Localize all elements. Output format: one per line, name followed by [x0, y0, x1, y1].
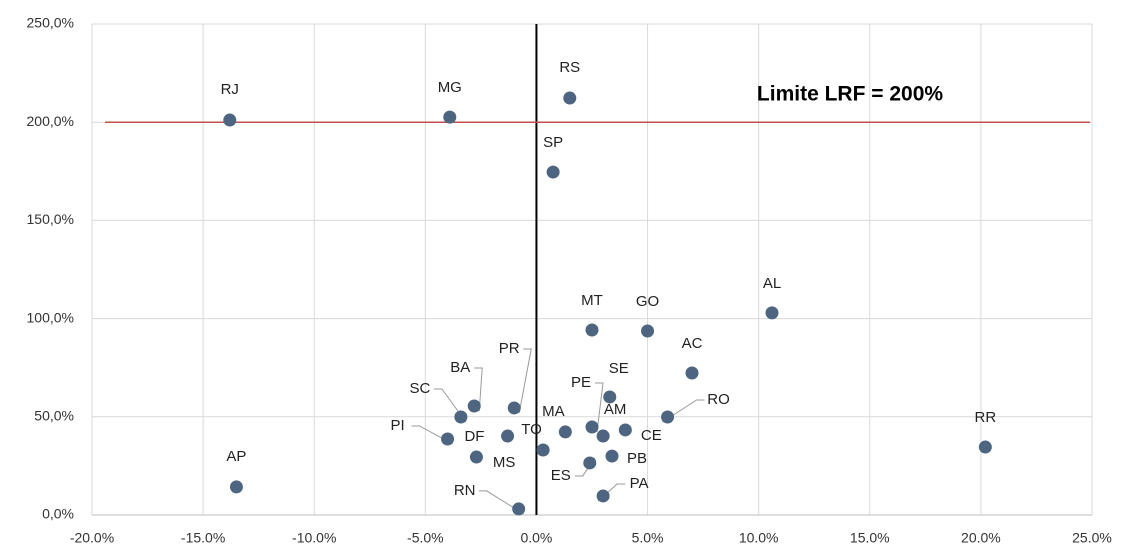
point: [223, 113, 237, 127]
point: [583, 456, 597, 470]
point-label: SP: [543, 134, 563, 151]
point-label: TO: [521, 421, 542, 438]
point-label: PE: [571, 374, 591, 391]
point-label: SE: [609, 360, 629, 377]
point-label: MS: [493, 454, 516, 471]
point-label: PI: [390, 417, 404, 434]
point: [558, 425, 572, 439]
point-label: AM: [604, 401, 627, 418]
point-label: RO: [707, 391, 730, 408]
x-tick-label: 10.0%: [739, 530, 779, 546]
point-label: MA: [542, 403, 565, 420]
point: [443, 110, 457, 124]
point: [507, 401, 521, 415]
point: [563, 91, 577, 105]
point: [978, 440, 992, 454]
point-label: PB: [627, 450, 647, 467]
point: [641, 324, 655, 338]
point-label: RJ: [221, 81, 239, 98]
point: [501, 429, 515, 443]
point: [546, 165, 560, 179]
x-tick-label: 0.0%: [520, 530, 552, 546]
point: [605, 449, 619, 463]
x-tick-label: 25.0%: [1072, 530, 1112, 546]
point-label: DF: [464, 428, 484, 445]
point-label: RR: [974, 409, 996, 426]
leader-line: [474, 367, 483, 412]
point: [618, 423, 632, 437]
point: [454, 410, 468, 424]
x-tick-label: 20.0%: [961, 530, 1001, 546]
y-tick-label: 50,0%: [34, 408, 74, 424]
point-label: BA: [450, 359, 470, 376]
leader-line: [518, 348, 532, 414]
y-tick-label: 100,0%: [27, 309, 74, 325]
point-label: RN: [454, 482, 476, 499]
x-tick-label: -20.0%: [70, 530, 114, 546]
point-label: CE: [641, 427, 662, 444]
x-tick-label: 5.0%: [632, 530, 664, 546]
point: [229, 480, 243, 494]
leader-line: [662, 399, 705, 423]
point: [469, 450, 483, 464]
reference-label: Limite LRF = 200%: [757, 83, 943, 106]
point: [596, 489, 610, 503]
point: [512, 502, 526, 516]
x-tick-label: -10.0%: [292, 530, 336, 546]
point: [585, 323, 599, 337]
point-label: AP: [226, 448, 246, 465]
point: [441, 432, 455, 446]
point-label: AC: [682, 335, 703, 352]
point-label: MT: [581, 292, 603, 309]
leader-line: [595, 382, 604, 433]
point: [585, 420, 599, 434]
point: [661, 410, 675, 424]
x-tick-label: -15.0%: [181, 530, 225, 546]
point-label: SC: [409, 380, 430, 397]
point: [536, 443, 550, 457]
y-tick-label: 200,0%: [27, 113, 74, 129]
leader-line: [478, 490, 524, 515]
point-label: ES: [551, 467, 571, 484]
point: [467, 399, 481, 413]
y-tick-label: 250,0%: [27, 15, 74, 31]
point-label: PA: [630, 475, 649, 492]
point-label: PR: [499, 340, 520, 357]
x-tick-label: 15.0%: [850, 530, 890, 546]
point: [596, 429, 610, 443]
point-label: GO: [636, 293, 659, 310]
x-tick-label: -5.0%: [407, 530, 444, 546]
point: [603, 390, 617, 404]
point-label: MG: [438, 79, 462, 96]
point: [685, 366, 699, 380]
leader-line: [433, 388, 467, 423]
y-tick-label: 0,0%: [42, 506, 74, 522]
point-label: AL: [763, 275, 781, 292]
point-label: RS: [559, 59, 580, 76]
point: [765, 306, 779, 320]
y-tick-label: 150,0%: [27, 211, 74, 227]
